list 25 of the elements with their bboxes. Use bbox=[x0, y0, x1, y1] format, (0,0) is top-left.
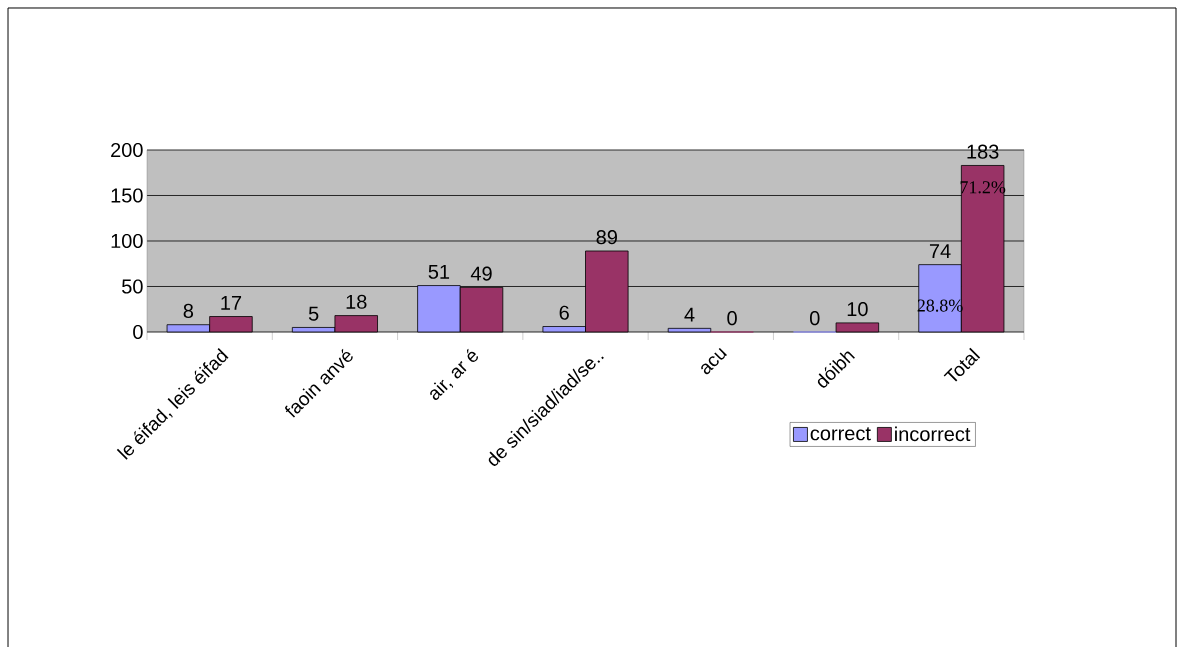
data-label: 4 bbox=[684, 307, 695, 322]
y-tick-label: 150 bbox=[111, 188, 143, 203]
y-tick-label: 100 bbox=[111, 233, 143, 249]
x-tick-label: air, ar é bbox=[430, 348, 478, 401]
data-label: 0 bbox=[810, 311, 820, 326]
x-tick-label: acu bbox=[701, 347, 728, 375]
y-tick-label: 50 bbox=[122, 279, 143, 294]
legend-label: incorrect bbox=[895, 426, 971, 442]
data-label: 6 bbox=[559, 305, 569, 320]
y-tick-label: 200 bbox=[111, 142, 143, 158]
data-label: 17 bbox=[221, 296, 242, 310]
legend-label: correct bbox=[810, 427, 871, 441]
data-label: 183 bbox=[967, 144, 999, 159]
data-label: 74 bbox=[929, 244, 951, 258]
data-label: 18 bbox=[346, 294, 367, 309]
data-label: 5 bbox=[308, 306, 319, 321]
bar bbox=[835, 322, 880, 333]
bar bbox=[667, 327, 712, 333]
data-label: 10 bbox=[847, 302, 868, 317]
data-label: 8 bbox=[183, 303, 194, 318]
data-label: 89 bbox=[596, 230, 617, 245]
data-label: 51 bbox=[428, 264, 450, 279]
data-label: 49 bbox=[470, 266, 492, 281]
data-label: 0 bbox=[727, 311, 737, 326]
y-tick-label: 0 bbox=[133, 324, 143, 340]
